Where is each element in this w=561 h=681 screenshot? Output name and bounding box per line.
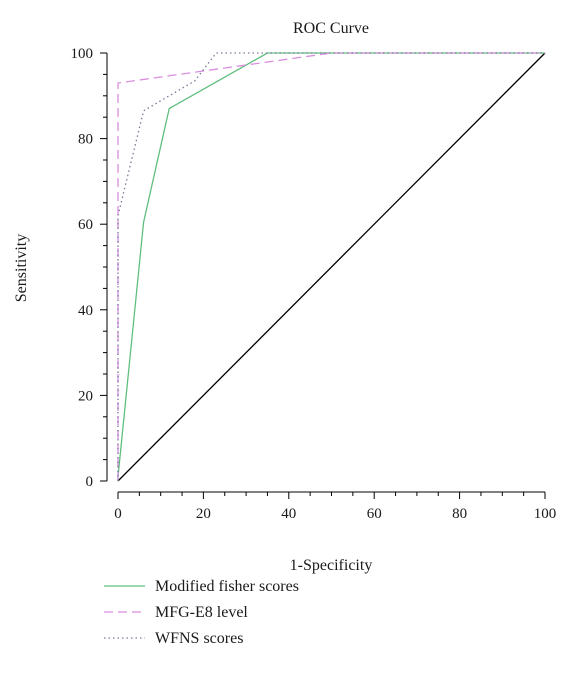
y-tick-label: 100 <box>71 46 94 62</box>
y-tick-label: 40 <box>78 303 93 319</box>
x-tick-label: 40 <box>281 506 296 522</box>
axes: 0 20 40 60 80 100 0 20 40 60 80 100 <box>71 46 557 522</box>
y-tick-label: 80 <box>78 132 93 148</box>
y-axis-label: Sensitivity <box>13 234 30 302</box>
x-tick-label: 80 <box>452 506 467 522</box>
y-tick-label: 0 <box>86 474 94 490</box>
y-tick-label: 60 <box>78 217 93 233</box>
legend-label: MFG-E8 level <box>155 604 248 621</box>
reference-diagonal-line <box>117 52 546 482</box>
legend-label: WFNS scores <box>155 630 243 647</box>
y-tick-label: 20 <box>78 388 93 404</box>
chart-title: ROC Curve <box>293 20 369 37</box>
series-line-3 <box>117 52 545 481</box>
legend: Modified fisher scores MFG-E8 level WFNS s… <box>104 578 299 647</box>
x-axis-label: 1-Specificity <box>290 557 373 574</box>
x-tick-label: 60 <box>367 506 382 522</box>
legend-label: Modified fisher scores <box>155 578 299 595</box>
x-tick-label: 0 <box>114 506 122 522</box>
series-lines <box>117 52 546 482</box>
x-tick-label: 20 <box>196 506 211 522</box>
x-tick-label: 100 <box>534 506 557 522</box>
